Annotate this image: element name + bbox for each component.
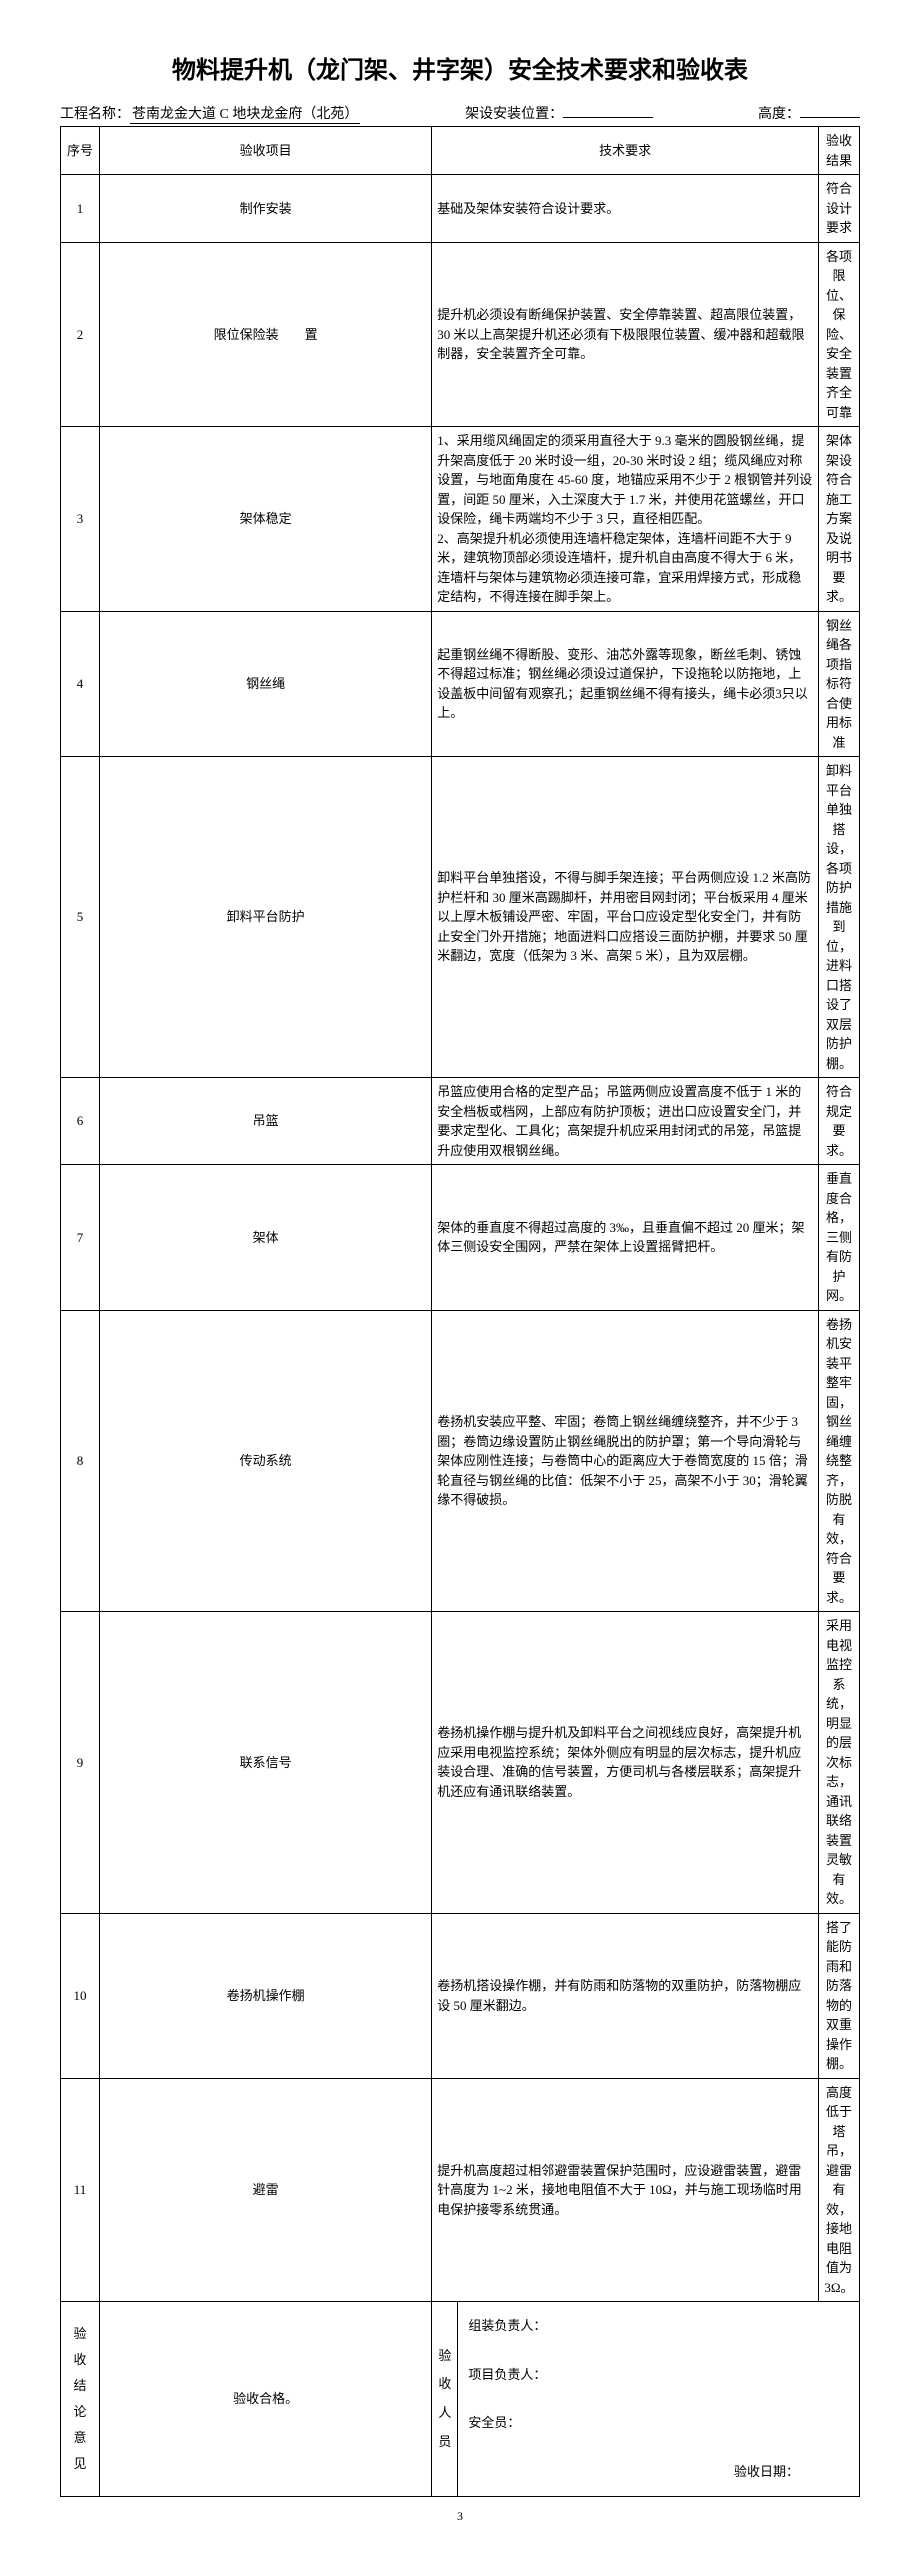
item-cell: 卸料平台防护 (99, 757, 431, 1078)
seq-cell: 10 (61, 1913, 100, 2078)
item-cell: 联系信号 (99, 1612, 431, 1914)
seq-cell: 9 (61, 1612, 100, 1914)
res-cell: 卸料平台单独搭设，各项防护措施到位，进料口搭设了双层防护棚。 (818, 757, 859, 1078)
height-label: 高度： (758, 103, 800, 123)
project-label: 工程名称： (60, 103, 130, 123)
header-seq: 序号 (61, 127, 100, 175)
header-res: 验收结果 (818, 127, 859, 175)
table-row: 8传动系统卷扬机安装应平整、牢固；卷筒上钢丝绳缠绕整齐，并不少于 3 圈；卷筒边… (61, 1310, 860, 1612)
table-row: 2限位保险装 置提升机必须设有断绳保护装置、安全停靠装置、超高限位装置，30 米… (61, 242, 860, 427)
res-cell: 钢丝绳各项指标符合使用标准 (818, 611, 859, 757)
seq-cell: 7 (61, 1165, 100, 1311)
seq-cell: 8 (61, 1310, 100, 1612)
height-blank (800, 104, 860, 118)
table-header-row: 序号 验收项目 技术要求 验收结果 (61, 127, 860, 175)
req-cell: 起重钢丝绳不得断股、变形、油芯外露等现象，断丝毛刺、锈蚀不得超过标准；钢丝绳必须… (432, 611, 819, 757)
req-cell: 提升机必须设有断绳保护装置、安全停靠装置、超高限位装置，30 米以上高架提升机还… (432, 242, 819, 427)
req-cell: 卷扬机搭设操作棚，并有防雨和防落物的双重防护，防落物棚应设 50 厘米翻边。 (432, 1913, 819, 2078)
date-label: 验收日期： (458, 2448, 859, 2497)
seq-cell: 2 (61, 242, 100, 427)
inspection-table: 序号 验收项目 技术要求 验收结果 1制作安装基础及架体安装符合设计要求。符合设… (60, 126, 860, 2497)
req-cell: 吊篮应使用合格的定型产品；吊篮两侧应设置高度不低于 1 米的安全档板或档网，上部… (432, 1078, 819, 1165)
project-value: 苍南龙金大道 C 地块龙金府（北苑） (130, 103, 360, 124)
position-blank (563, 104, 653, 118)
table-row: 1制作安装基础及架体安装符合设计要求。符合设计要求 (61, 175, 860, 243)
table-row: 11避雷提升机高度超过相邻避雷装置保护范围时，应设避雷装置，避雷针高度为 1~2… (61, 2078, 860, 2302)
item-cell: 架体 (99, 1165, 431, 1311)
table-row: 7架体架体的垂直度不得超过高度的 3‰，且垂直偏不超过 20 厘米；架体三侧设安… (61, 1165, 860, 1311)
seq-cell: 3 (61, 427, 100, 612)
seq-cell: 6 (61, 1078, 100, 1165)
seq-cell: 1 (61, 175, 100, 243)
res-cell: 卷扬机安装平整牢固，钢丝绳缠绕整齐，防脱有效，符合要求。 (818, 1310, 859, 1612)
table-row: 4钢丝绳起重钢丝绳不得断股、变形、油芯外露等现象，断丝毛刺、锈蚀不得超过标准；钢… (61, 611, 860, 757)
footer-row: 验收结论意见 验收合格。 验收人员 组装负责人： 项目负责人： 安全员： 验收日… (61, 2302, 860, 2497)
seq-cell: 5 (61, 757, 100, 1078)
req-cell: 卷扬机操作棚与提升机及卸料平台之间视线应良好，高架提升机应采用电视监控系统；架体… (432, 1612, 819, 1914)
res-cell: 搭了能防雨和防落物的双重操作棚。 (818, 1913, 859, 2078)
res-cell: 高度低于塔吊，避雷有效，接地电阻值为 3Ω。 (818, 2078, 859, 2302)
seq-cell: 4 (61, 611, 100, 757)
req-cell: 提升机高度超过相邻避雷装置保护范围时，应设避雷装置，避雷针高度为 1~2 米，接… (432, 2078, 819, 2302)
table-row: 6吊篮吊篮应使用合格的定型产品；吊篮两侧应设置高度不低于 1 米的安全档板或档网… (61, 1078, 860, 1165)
info-line: 工程名称： 苍南龙金大道 C 地块龙金府（北苑） 架设安装位置： 高度： (60, 103, 860, 124)
table-row: 3架体稳定1、采用缆风绳固定的须采用直径大于 9.3 毫米的圆股钢丝绳，提升架高… (61, 427, 860, 612)
page-title: 物料提升机（龙门架、井字架）安全技术要求和验收表 (60, 50, 860, 85)
req-cell: 1、采用缆风绳固定的须采用直径大于 9.3 毫米的圆股钢丝绳，提升架高度低于 2… (432, 427, 819, 612)
item-cell: 传动系统 (99, 1310, 431, 1612)
res-cell: 垂直度合格，三侧有防护网。 (818, 1165, 859, 1311)
table-row: 9联系信号卷扬机操作棚与提升机及卸料平台之间视线应良好，高架提升机应采用电视监控… (61, 1612, 860, 1914)
item-cell: 架体稳定 (99, 427, 431, 612)
req-cell: 基础及架体安装符合设计要求。 (432, 175, 819, 243)
conclusion-value: 验收合格。 (99, 2302, 431, 2497)
res-cell: 符合设计要求 (818, 175, 859, 243)
assembly-lead: 组装负责人： (458, 2302, 859, 2351)
item-cell: 制作安装 (99, 175, 431, 243)
res-cell: 符合规定要求。 (818, 1078, 859, 1165)
item-cell: 避雷 (99, 2078, 431, 2302)
res-cell: 架体架设符合施工方案及说明书要求。 (818, 427, 859, 612)
table-row: 5卸料平台防护卸料平台单独搭设，不得与脚手架连接；平台两侧应设 1.2 米高防护… (61, 757, 860, 1078)
project-lead: 项目负责人： (458, 2351, 859, 2400)
personnel-label: 验收人员 (432, 2302, 458, 2496)
header-item: 验收项目 (99, 127, 431, 175)
res-cell: 各项限位、保险、安全装置齐全可靠 (818, 242, 859, 427)
position-label: 架设安装位置： (465, 103, 563, 123)
safety-officer: 安全员： (458, 2399, 859, 2448)
conclusion-label: 验收结论意见 (61, 2302, 100, 2497)
seq-cell: 11 (61, 2078, 100, 2302)
req-cell: 卷扬机安装应平整、牢固；卷筒上钢丝绳缠绕整齐，并不少于 3 圈；卷筒边缘设置防止… (432, 1310, 819, 1612)
req-cell: 卸料平台单独搭设，不得与脚手架连接；平台两侧应设 1.2 米高防护栏杆和 30 … (432, 757, 819, 1078)
page-number: 3 (60, 2509, 860, 2524)
item-cell: 卷扬机操作棚 (99, 1913, 431, 2078)
req-cell: 架体的垂直度不得超过高度的 3‰，且垂直偏不超过 20 厘米；架体三侧设安全围网… (432, 1165, 819, 1311)
header-req: 技术要求 (432, 127, 819, 175)
table-row: 10卷扬机操作棚卷扬机搭设操作棚，并有防雨和防落物的双重防护，防落物棚应设 50… (61, 1913, 860, 2078)
res-cell: 采用电视监控系统，明显的层次标志，通讯联络装置灵敏有效。 (818, 1612, 859, 1914)
item-cell: 吊篮 (99, 1078, 431, 1165)
item-cell: 限位保险装 置 (99, 242, 431, 427)
item-cell: 钢丝绳 (99, 611, 431, 757)
